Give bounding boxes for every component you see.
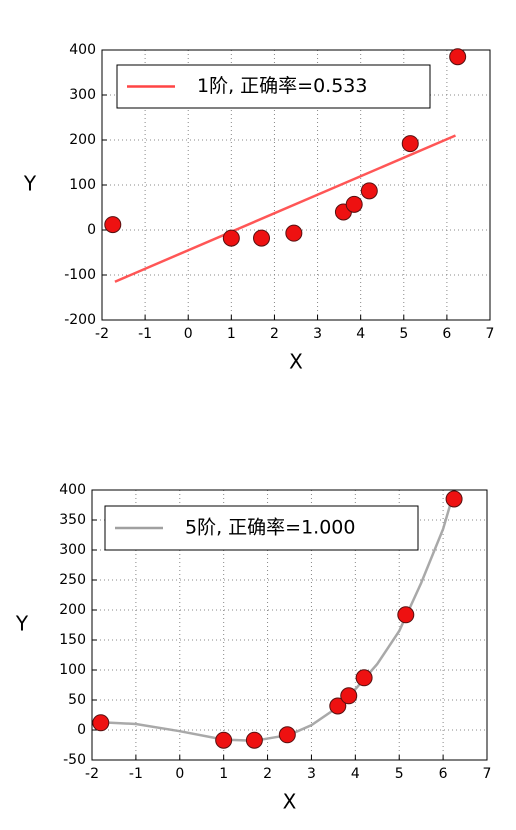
x-tick-label: 3 bbox=[307, 766, 316, 782]
x-tick-label: 2 bbox=[263, 766, 272, 782]
x-tick-label: -1 bbox=[129, 766, 143, 782]
y-tick-label: 100 bbox=[59, 662, 86, 678]
x-tick-label: 1 bbox=[219, 766, 228, 782]
x-tick-label: 4 bbox=[356, 326, 365, 342]
x-tick-label: 0 bbox=[184, 326, 193, 342]
fit-line bbox=[114, 134, 457, 283]
y-tick-label: 100 bbox=[69, 177, 96, 193]
chart: -2 -1 0 1 2 3 4 5 6 7 -50 0 50 100 150 200 250 300 350 400 X… bbox=[15, 482, 492, 814]
point bbox=[345, 195, 363, 213]
x-tick-label: -2 bbox=[85, 766, 99, 782]
x-axis-label: X bbox=[283, 790, 297, 814]
x-tick-label: 2 bbox=[270, 326, 279, 342]
y-tick-label: 350 bbox=[59, 512, 86, 528]
x-tick-label: 1 bbox=[227, 326, 236, 342]
point bbox=[445, 490, 463, 508]
y-tick-label: 200 bbox=[69, 132, 96, 148]
point bbox=[449, 48, 467, 66]
point bbox=[215, 731, 233, 749]
point bbox=[340, 687, 358, 705]
y-tick-label: -50 bbox=[63, 752, 86, 768]
fit-line bbox=[100, 498, 454, 743]
y-tick-label: 0 bbox=[87, 222, 96, 238]
point bbox=[285, 224, 303, 242]
x-tick-label: 7 bbox=[483, 766, 492, 782]
plot-frame bbox=[101, 49, 491, 321]
point bbox=[253, 229, 271, 247]
y-tick-label: -200 bbox=[64, 312, 96, 328]
x-tick-label: -1 bbox=[138, 326, 152, 342]
legend-text: 5阶, 正确率=1.000 bbox=[185, 517, 355, 539]
chart: -2 -1 0 1 2 3 4 5 6 7 -200 -100 0 100 200 300 400 X Y 1阶, 正… bbox=[23, 42, 495, 374]
point bbox=[104, 216, 122, 234]
legend-text: 1阶, 正确率=0.533 bbox=[197, 75, 367, 97]
x-tick-label: 3 bbox=[313, 326, 322, 342]
point bbox=[401, 135, 419, 153]
x-tick-label: 7 bbox=[486, 326, 495, 342]
point bbox=[360, 182, 378, 200]
y-tick-label: 50 bbox=[68, 692, 86, 708]
x-tick-label: -2 bbox=[95, 326, 109, 342]
x-tick-label: 6 bbox=[442, 326, 451, 342]
y-axis-label: Y bbox=[23, 172, 37, 196]
point bbox=[278, 726, 296, 744]
x-tick-label: 4 bbox=[351, 766, 360, 782]
y-tick-label: 250 bbox=[59, 572, 86, 588]
x-tick-label: 5 bbox=[399, 326, 408, 342]
y-tick-label: 0 bbox=[77, 722, 86, 738]
point bbox=[397, 606, 415, 624]
y-tick-label: -100 bbox=[64, 267, 96, 283]
y-tick-label: 300 bbox=[59, 542, 86, 558]
y-tick-label: 150 bbox=[59, 632, 86, 648]
point bbox=[222, 229, 240, 247]
x-tick-label: 0 bbox=[175, 766, 184, 782]
x-axis-label: X bbox=[289, 350, 303, 374]
x-tick-label: 6 bbox=[439, 766, 448, 782]
y-tick-label: 200 bbox=[59, 602, 86, 618]
y-tick-label: 300 bbox=[69, 87, 96, 103]
y-tick-label: 400 bbox=[69, 42, 96, 58]
x-tick-label: 5 bbox=[395, 766, 404, 782]
point bbox=[245, 731, 263, 749]
plot-frame bbox=[91, 489, 488, 761]
point bbox=[329, 697, 347, 715]
y-axis-label: Y bbox=[15, 612, 29, 636]
point bbox=[355, 669, 373, 687]
point bbox=[92, 714, 110, 732]
y-tick-label: 400 bbox=[59, 482, 86, 498]
